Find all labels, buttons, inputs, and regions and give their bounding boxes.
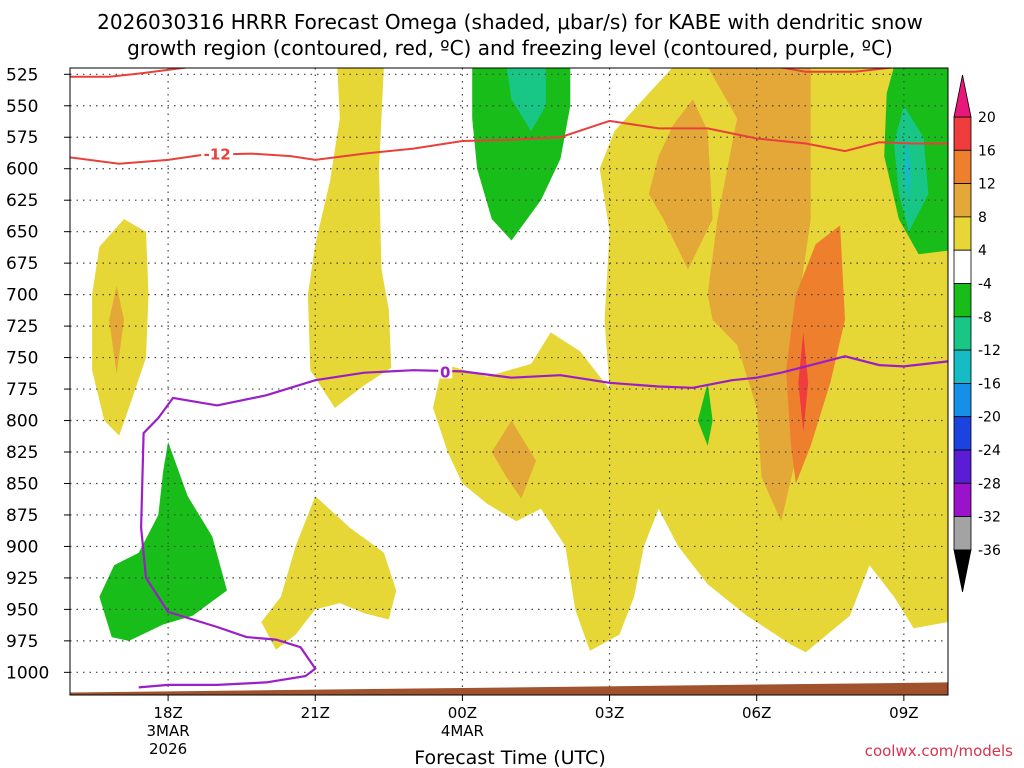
- omega-region-teal-top-01z: [506, 68, 546, 131]
- grid-lines: [70, 68, 948, 695]
- y-tick-label-925: 925: [6, 569, 38, 589]
- dgz-contour-top-right-line: [777, 68, 897, 73]
- colorbar-label-7: -12: [978, 343, 1001, 359]
- colorbar-label-6: -8: [978, 310, 992, 326]
- colorbar-label-12: -32: [978, 510, 1001, 526]
- colorbar-label-8: -16: [978, 376, 1001, 392]
- colorbar-label-1: 16: [978, 143, 996, 159]
- dgz-contour-label: -12: [204, 146, 231, 164]
- x-tick-label-03Z: 03Z: [595, 704, 624, 722]
- y-tick-label-700: 700: [6, 286, 38, 306]
- omega-region-red-16-20: [798, 332, 809, 432]
- dgz-label-bg: [201, 144, 234, 162]
- omega-region-green-low-left: [99, 441, 227, 641]
- colorbar-segment-11: [953, 482, 972, 517]
- colorbar-label-2: 12: [978, 177, 996, 193]
- x-tick-label-00Z: 00Z: [448, 704, 477, 722]
- colorbar-segment-3: [953, 216, 972, 251]
- y-tick-label-575: 575: [6, 128, 38, 148]
- colorbar-segment-9: [953, 416, 972, 451]
- y-tick-label-725: 725: [6, 317, 38, 337]
- colorbar-segment-12: [953, 516, 972, 551]
- x-tick-label-18Z: 18Z: [153, 704, 182, 722]
- colorbar-label-4: 4: [978, 243, 987, 259]
- colorbar-top-arrow: [953, 74, 972, 118]
- colorbar-label-13: -36: [978, 543, 1001, 559]
- freezing-label-bg: [438, 362, 453, 379]
- omega-region-cyan-right-09z: [903, 137, 912, 201]
- colorbar-segment-5: [953, 283, 972, 318]
- freezing-level-line: [138, 355, 948, 689]
- plot-area: -12 0: [70, 68, 948, 695]
- x-tick-year-18Z: 2026: [149, 740, 187, 758]
- colorbar-segment-2: [953, 183, 972, 218]
- colorbar-segment-7: [953, 349, 972, 384]
- colorbar-bottom-arrow: [953, 549, 972, 592]
- freezing-contour-label: 0: [440, 363, 450, 381]
- colorbar-segment-6: [953, 316, 972, 351]
- y-tick-label-875: 875: [6, 506, 38, 526]
- y-tick-label-975: 975: [6, 632, 38, 652]
- terrain-ground: [70, 682, 948, 695]
- x-tick-sublabel-18Z: 3MAR: [147, 722, 190, 740]
- omega-region-yellow-col-3z-6z: [433, 68, 948, 653]
- colorbar-segment-0: [953, 116, 972, 151]
- colorbar: 20 16 12 8 4 -4 -8 -12 -16 -20 -24 -28 -32 -36: [953, 74, 1001, 592]
- credit-text: coolwx.com/models: [865, 742, 1013, 760]
- omega-region-orange-12-16: [786, 225, 845, 484]
- colorbar-label-3: 8: [978, 210, 987, 226]
- contours: -12 0: [70, 68, 948, 689]
- colorbar-segment-8: [953, 382, 972, 418]
- y-tick-label-550: 550: [6, 97, 38, 117]
- y-tick-label-525: 525: [6, 65, 38, 85]
- colorbar-label-5: -4: [978, 277, 992, 293]
- omega-region-green-small-05z: [697, 382, 713, 446]
- y-tick-label-625: 625: [6, 191, 38, 211]
- dgz-contour-top-line: [70, 68, 191, 78]
- x-tick-label-21Z: 21Z: [301, 704, 330, 722]
- omega-region-green-top-01z: [472, 68, 571, 241]
- x-tick-label-09Z: 09Z: [889, 704, 918, 722]
- y-tick-label-675: 675: [6, 254, 38, 274]
- x-tick-label-06Z: 06Z: [742, 704, 771, 722]
- omega-region-yellow-low-left: [261, 496, 397, 650]
- omega-region-orange-8-12-left: [109, 285, 124, 374]
- colorbar-segment-1: [953, 149, 972, 185]
- colorbar-label-9: -20: [978, 410, 1001, 426]
- y-tick-label-800: 800: [6, 412, 38, 432]
- omega-region-orange-8-12-mid: [491, 420, 536, 499]
- colorbar-label-10: -24: [978, 443, 1001, 459]
- colorbar-label-11: -28: [978, 476, 1001, 492]
- y-tick-label-950: 950: [6, 600, 38, 620]
- chart-title-line2: growth region (contoured, red, ºC) and f…: [127, 36, 893, 60]
- x-tick-sublabel-00Z: 4MAR: [441, 722, 484, 740]
- y-tick-label-600: 600: [6, 160, 38, 180]
- y-tick-label-825: 825: [6, 443, 38, 463]
- chart-title-line1: 2026030316 HRRR Forecast Omega (shaded, …: [97, 10, 923, 34]
- colorbar-segment-10: [953, 449, 972, 484]
- y-tick-label-750: 750: [6, 349, 38, 369]
- y-tick-label-650: 650: [6, 223, 38, 243]
- y-tick-label-775: 775: [6, 380, 38, 400]
- x-axis-title: Forecast Time (UTC): [414, 747, 605, 768]
- y-tick-label-850: 850: [6, 474, 38, 494]
- omega-region-orange-8-12-upper: [648, 99, 713, 270]
- colorbar-segment-4: [953, 249, 972, 284]
- colorbar-label-0: 20: [978, 110, 996, 126]
- y-tick-label-1000: 1000: [6, 663, 49, 683]
- y-axis: 525 550 575 600 625 650 675 700 725 750 775 800 825 8…: [6, 65, 70, 683]
- plot-frame: [69, 67, 949, 696]
- y-tick-label-900: 900: [6, 537, 38, 557]
